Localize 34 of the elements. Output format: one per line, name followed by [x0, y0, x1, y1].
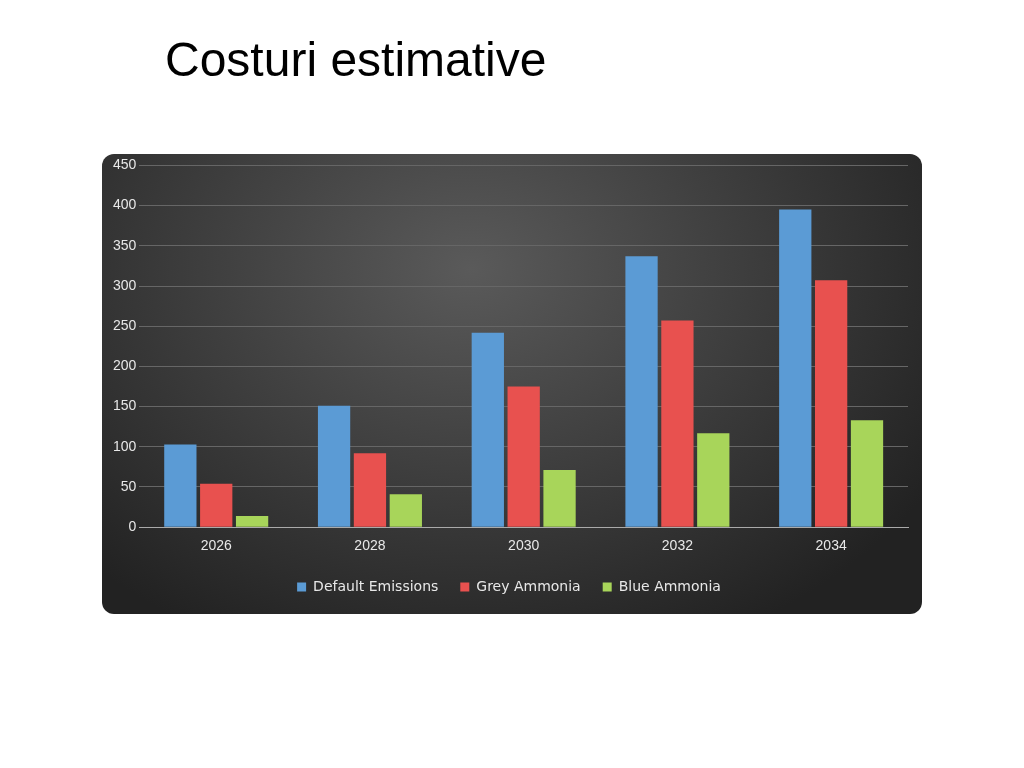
y-tick-label: 450 — [113, 156, 137, 173]
bar — [471, 332, 504, 527]
bar — [353, 453, 387, 527]
bar — [850, 420, 884, 527]
bar — [164, 444, 197, 527]
x-tick-label: 2034 — [815, 537, 847, 554]
bar — [779, 209, 812, 527]
x-tick-label: 2026 — [200, 537, 232, 554]
legend-label: Grey Ammonia — [476, 577, 581, 594]
bar — [814, 280, 848, 527]
x-tick-label: 2032 — [661, 537, 694, 554]
y-tick-label: 100 — [113, 437, 137, 454]
legend-label: Default Emissions — [313, 577, 439, 594]
y-tick-label: 250 — [113, 317, 137, 334]
bar — [317, 405, 351, 527]
y-tick-label: 300 — [113, 276, 137, 293]
legend-label: Blue Ammonia — [618, 577, 721, 594]
bar — [661, 320, 694, 527]
y-tick-label: 0 — [128, 518, 137, 535]
y-tick-label: 50 — [120, 477, 137, 494]
x-tick-label: 2030 — [508, 537, 540, 554]
chart-title: Costuri estimative — [165, 32, 547, 87]
y-tick-label: 150 — [113, 397, 137, 414]
x-tick-label: 2028 — [354, 537, 386, 554]
bar — [697, 433, 730, 527]
y-tick-label: 200 — [113, 357, 137, 374]
bar — [507, 386, 540, 527]
bar — [235, 515, 269, 527]
bar — [200, 483, 233, 527]
y-tick-label: 350 — [113, 236, 137, 253]
bar — [625, 256, 658, 527]
bar — [543, 470, 576, 527]
bar — [389, 494, 422, 527]
y-tick-label: 400 — [113, 196, 137, 213]
